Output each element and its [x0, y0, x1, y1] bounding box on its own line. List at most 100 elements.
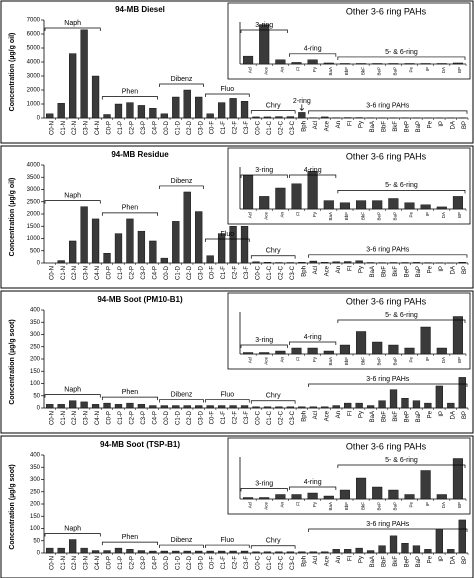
x-tick-label: C3-N — [84, 411, 90, 425]
group-label: Chry — [266, 393, 281, 400]
bar — [309, 406, 317, 409]
y-axis-title: Concentration (µg/g oil) — [9, 178, 16, 257]
bracket — [337, 56, 466, 60]
bar — [378, 400, 386, 409]
y-tick-label: 7000 — [27, 18, 41, 24]
group-label: Naph — [64, 525, 81, 532]
bar — [372, 341, 383, 355]
bracket — [205, 399, 250, 403]
arrow — [299, 104, 305, 111]
x-tick-label: Py — [359, 556, 365, 563]
x-tick-label: C0-D — [164, 265, 170, 280]
bracket — [159, 399, 204, 403]
bar — [323, 495, 334, 500]
bar — [332, 549, 340, 554]
bar — [69, 53, 77, 119]
bar — [435, 385, 443, 409]
x-tick-label: C3-N — [84, 121, 90, 135]
bar — [372, 63, 383, 65]
x-tick-label: C0-N — [49, 556, 55, 570]
x-tick-label: C0-C — [256, 120, 262, 135]
x-tick-label: C2-D — [187, 410, 193, 425]
bar — [309, 260, 317, 264]
x-tick-label: C2-D — [187, 265, 193, 280]
x-tick-label: DA — [441, 212, 446, 218]
bar — [80, 206, 88, 264]
x-tick-label: Bph — [301, 556, 307, 567]
bracket — [308, 383, 468, 387]
bracket — [250, 110, 296, 114]
bar — [355, 402, 363, 409]
x-tick-label: IP — [439, 266, 445, 272]
bracket — [289, 174, 337, 178]
x-tick-label: C0-P — [107, 556, 113, 570]
group-label: 4-ring — [304, 167, 322, 174]
panel-title: 94-MB Residue — [111, 150, 169, 159]
bar — [307, 347, 318, 355]
bar — [424, 549, 432, 554]
x-tick-label: BaA — [328, 212, 333, 221]
x-tick-label: BP — [462, 121, 468, 129]
bar — [275, 494, 286, 500]
bar — [91, 550, 100, 554]
x-tick-label: BeP — [376, 357, 381, 366]
x-tick-label: C3-N — [84, 266, 90, 280]
x-tick-label: C3-C — [290, 410, 296, 425]
bar — [436, 494, 447, 500]
bar — [355, 547, 363, 554]
x-tick-label: Acl — [313, 121, 319, 129]
x-tick-label: BaP — [416, 266, 422, 277]
x-tick-label: BbF — [344, 502, 349, 511]
bar — [57, 404, 65, 409]
x-tick-label: C0-N — [49, 411, 55, 425]
bracket — [44, 394, 101, 398]
bar — [404, 494, 415, 500]
bracket — [240, 29, 288, 33]
inset-title: Other 3-6 ring PAHs — [346, 296, 427, 306]
bar — [388, 344, 399, 355]
x-tick-label: Py — [359, 266, 365, 273]
x-tick-label: C1-C — [267, 555, 273, 570]
bar — [378, 545, 386, 554]
x-tick-label: C1-F — [221, 556, 227, 570]
bracket — [289, 53, 337, 57]
bar — [263, 551, 272, 554]
bar — [424, 402, 432, 409]
bar — [217, 550, 226, 554]
bar — [195, 550, 203, 554]
group-label: Naph — [64, 192, 81, 199]
bar — [452, 62, 463, 65]
y-tick-label: 150 — [30, 514, 41, 520]
bar — [339, 202, 350, 210]
bar — [263, 116, 272, 119]
group-label: Naph — [64, 20, 81, 27]
bar — [46, 547, 54, 554]
bracket — [308, 254, 468, 258]
x-tick-label: C1-D — [175, 265, 181, 280]
group-label: 5- & 6-ring — [385, 457, 418, 464]
x-tick-label: BaA — [328, 357, 333, 366]
bar — [452, 196, 463, 210]
panel-frame — [0, 290, 474, 434]
inset-title: Other 3-6 ring PAHs — [346, 6, 427, 16]
x-tick-label: Pe — [427, 265, 433, 273]
y-tick-label: 6000 — [27, 32, 41, 38]
bar — [404, 347, 415, 355]
x-tick-label: C2-C — [278, 120, 284, 135]
bar — [275, 406, 283, 409]
bar — [91, 404, 100, 409]
x-tick-label: C0-N — [49, 121, 55, 135]
bar — [458, 519, 466, 554]
x-tick-label: An — [336, 121, 342, 128]
group-label: 2-ring — [293, 98, 311, 105]
bar — [339, 63, 350, 65]
bar — [339, 489, 350, 500]
x-tick-label: C0-D — [164, 410, 170, 425]
bar — [291, 494, 302, 500]
x-tick-label: IP — [425, 357, 430, 361]
x-tick-label: BaA — [328, 67, 333, 76]
x-tick-label: C2-D — [187, 555, 193, 570]
bracket — [101, 96, 158, 100]
y-tick-label: 3000 — [27, 187, 41, 193]
